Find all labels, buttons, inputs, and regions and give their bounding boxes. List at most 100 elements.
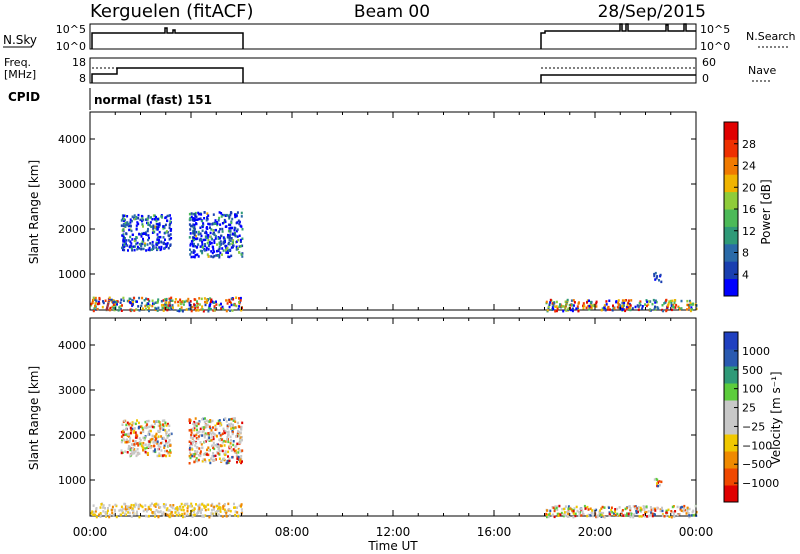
scatter-cell-2 [162, 299, 165, 302]
scatter-cell-2 [169, 513, 172, 516]
scatter-cell-1 [189, 456, 192, 460]
scatter-cell-0 [149, 429, 152, 433]
scatter-cell-2 [130, 308, 133, 312]
scatter-cell-1 [234, 426, 237, 429]
scatter-cell-1 [218, 256, 221, 259]
scatter-cell-3 [629, 507, 632, 510]
scatter-cell-1 [223, 458, 226, 462]
scatter-cell-1 [207, 222, 210, 226]
scatter-cell-3 [631, 307, 634, 310]
colorbar-tick-label: 24 [742, 160, 756, 173]
scatter-cell-1 [199, 249, 202, 253]
scatter-cell-2 [145, 297, 148, 301]
scatter-cell-1 [204, 424, 207, 427]
scatter-cell-1 [217, 230, 220, 234]
scatter-cell-0 [137, 213, 140, 217]
colorbar-tick-label: 25 [742, 402, 756, 415]
scatter-cell-2 [210, 298, 213, 301]
scatter-cell-2 [132, 303, 134, 306]
scatter-cell-0 [120, 440, 123, 444]
scatter-cell-3 [671, 305, 674, 308]
scatter-cell-2 [180, 502, 183, 506]
scatter-cell-2 [128, 297, 131, 300]
power-ylabel: Slant Range [km] [27, 160, 41, 264]
scatter-cell-0 [142, 225, 144, 228]
scatter-cell-3 [664, 300, 667, 304]
scatter-cell-0 [163, 444, 166, 448]
scatter-cell-0 [155, 241, 158, 245]
scatter-cell-1 [237, 430, 240, 434]
scatter-cell-2 [120, 309, 123, 312]
scatter-cell-2 [165, 299, 168, 302]
scatter-cell-3 [573, 301, 576, 304]
y-tick-label: 3000 [58, 178, 86, 191]
scatter-cell-2 [131, 507, 134, 510]
scatter-cell-1 [193, 217, 196, 220]
scatter-cell-0 [121, 234, 124, 237]
scatter-cell-0 [120, 449, 123, 452]
scatter-cell-1 [200, 213, 203, 216]
scatter-cell-0 [136, 442, 139, 445]
scatter-cell-1 [210, 429, 213, 432]
scatter-cell-0 [166, 449, 168, 453]
scatter-cell-3 [620, 512, 623, 515]
scatter-cell-0 [155, 219, 158, 223]
scatter-cell-1 [224, 440, 227, 443]
scatter-cell-1 [215, 228, 217, 232]
scatter-cell-3 [668, 515, 671, 518]
scatter-cell-0 [153, 214, 156, 217]
scatter-cell-1 [205, 419, 208, 422]
scatter-cell-2 [153, 503, 156, 506]
scatter-cell-0 [142, 441, 145, 445]
scatter-cell-1 [195, 215, 198, 219]
scatter-cell-4 [656, 482, 658, 485]
scatter-cell-0 [156, 419, 159, 423]
scatter-cell-1 [188, 236, 191, 239]
scatter-cell-1 [207, 239, 210, 242]
scatter-cell-0 [166, 451, 169, 455]
scatter-cell-3 [566, 298, 569, 302]
scatter-cell-1 [220, 215, 223, 218]
scatter-cell-1 [232, 239, 235, 242]
scatter-cell-1 [193, 427, 196, 430]
scatter-cell-0 [163, 454, 166, 457]
scatter-cell-1 [197, 255, 200, 258]
scatter-cell-3 [615, 300, 618, 303]
date-title: 28/Sep/2015 [598, 2, 706, 22]
scatter-cell-3 [608, 512, 611, 516]
scatter-cell-3 [655, 300, 658, 304]
scatter-cell-1 [235, 229, 238, 233]
scatter-cell-1 [239, 224, 242, 228]
scatter-cell-1 [218, 211, 221, 214]
scatter-cell-2 [217, 509, 220, 512]
x-tick-label: 20:00 [578, 525, 613, 539]
scatter-cell-1 [202, 426, 205, 429]
colorbar-tick-label: −1000 [742, 477, 779, 490]
scatter-cell-0 [141, 240, 144, 243]
scatter-cell-0 [131, 215, 134, 218]
scatter-cell-0 [157, 420, 160, 423]
scatter-cell-2 [234, 510, 237, 513]
scatter-cell-2 [182, 506, 185, 509]
scatter-cell-1 [226, 425, 229, 428]
scatter-cell-1 [233, 228, 236, 232]
scatter-cell-2 [90, 512, 93, 515]
scatter-cell-1 [238, 251, 240, 254]
scatter-cell-0 [124, 221, 127, 225]
scatter-cell-1 [241, 237, 244, 240]
scatter-cell-1 [218, 247, 221, 250]
scatter-cell-3 [644, 511, 646, 514]
scatter-cell-1 [230, 254, 233, 258]
scatter-cell-1 [226, 235, 229, 239]
scatter-cell-1 [223, 444, 226, 447]
scatter-cell-1 [203, 211, 206, 214]
scatter-cell-1 [219, 237, 222, 240]
scatter-cell-0 [167, 214, 170, 217]
scatter-cell-1 [191, 224, 193, 228]
scatter-cell-0 [123, 433, 126, 436]
scatter-cell-3 [592, 304, 595, 308]
scatter-cell-0 [137, 451, 140, 454]
scatter-cell-0 [156, 223, 159, 226]
scatter-cell-3 [553, 509, 556, 513]
scatter-cell-1 [235, 240, 238, 243]
